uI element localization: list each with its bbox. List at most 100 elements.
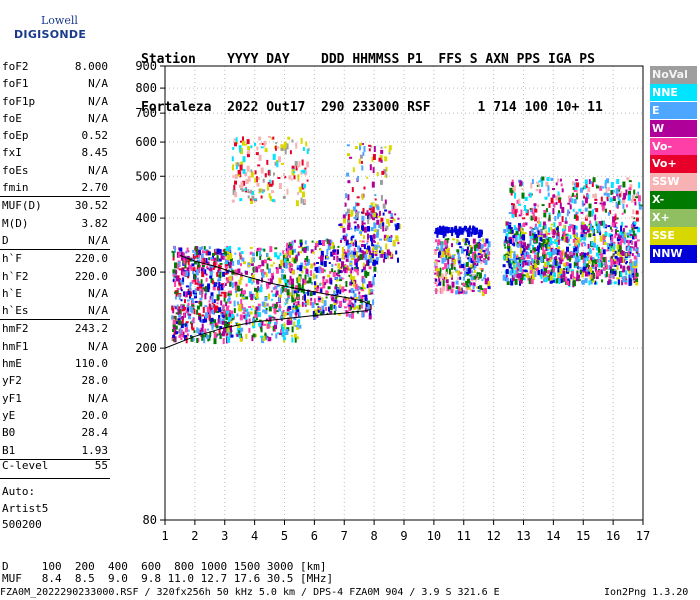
echo-point: [293, 239, 296, 243]
echo-point: [192, 298, 195, 304]
echo-point: [511, 209, 515, 214]
echo-point: [383, 254, 387, 260]
echo-point: [258, 247, 262, 251]
echo-point: [596, 260, 599, 263]
echo-point: [555, 278, 558, 284]
echo-point: [507, 248, 510, 254]
echo-point: [568, 226, 571, 232]
echo-point: [263, 142, 266, 148]
echo-point: [339, 284, 342, 290]
echo-point: [439, 276, 442, 279]
echo-point: [178, 268, 182, 271]
echo-point: [201, 265, 205, 267]
echo-point: [201, 291, 203, 298]
echo-point: [634, 268, 636, 275]
echo-point: [518, 202, 521, 205]
echo-point: [448, 268, 451, 275]
echo-point: [261, 191, 264, 194]
echo-point: [173, 246, 176, 250]
echo-point: [267, 258, 271, 260]
echo-point: [470, 266, 473, 269]
echo-point: [574, 186, 578, 190]
echo-point: [173, 330, 177, 335]
echo-point: [617, 200, 620, 205]
echo-point: [211, 324, 214, 330]
echo-point: [567, 265, 570, 271]
echo-point: [255, 266, 259, 273]
echo-point: [237, 325, 241, 332]
echo-point: [524, 204, 526, 211]
echo-point: [553, 222, 556, 228]
echo-point: [634, 226, 637, 229]
echo-point: [312, 291, 316, 296]
echo-point: [192, 317, 195, 323]
echo-point: [542, 271, 546, 278]
echo-point: [340, 237, 343, 240]
echo-point: [270, 264, 274, 267]
echo-point: [291, 326, 294, 333]
echo-point: [550, 275, 553, 281]
echo-point: [458, 260, 461, 264]
echo-point: [315, 303, 319, 306]
echo-point: [177, 263, 180, 270]
echo-point: [603, 222, 606, 229]
echo-point: [274, 321, 277, 325]
echo-point: [558, 252, 561, 255]
echo-point: [602, 267, 606, 270]
echo-point: [520, 257, 524, 260]
x-tick-label: 6: [311, 529, 318, 543]
echo-point: [585, 214, 588, 219]
echo-point: [293, 333, 297, 338]
echo-point: [607, 260, 610, 263]
echo-point: [247, 150, 251, 155]
echo-point: [254, 170, 257, 175]
echo-point: [247, 262, 251, 265]
station-header: Station YYYY DAY DDD HHMMSS P1 FFS S AXN…: [141, 20, 603, 132]
echo-point: [350, 288, 354, 294]
echo-point: [364, 294, 368, 300]
echo-point: [364, 298, 368, 302]
echo-point: [528, 192, 532, 198]
echo-point: [581, 235, 584, 241]
echo-point: [361, 295, 365, 297]
echo-point: [316, 262, 319, 264]
echo-point: [456, 277, 460, 280]
echo-point: [615, 222, 618, 224]
echo-point: [475, 230, 478, 235]
echo-point: [541, 204, 545, 207]
echo-point: [553, 278, 556, 280]
echo-point: [592, 209, 595, 215]
echo-point: [171, 337, 174, 341]
echo-point: [471, 228, 474, 235]
echo-point: [376, 206, 380, 211]
echo-point: [362, 251, 366, 257]
echo-point: [612, 198, 616, 201]
echo-point: [532, 228, 536, 230]
echo-point: [361, 165, 364, 171]
echo-point: [339, 276, 342, 280]
echo-point: [369, 256, 372, 263]
echo-point: [444, 226, 448, 229]
echo-point: [280, 288, 283, 295]
echo-point: [291, 295, 294, 300]
echo-point: [566, 278, 570, 283]
echo-point: [596, 185, 599, 189]
echo-point: [617, 194, 620, 200]
echo-point: [383, 168, 387, 174]
echo-point: [263, 271, 266, 275]
param-label: h`E: [2, 286, 22, 300]
echo-point: [233, 184, 236, 190]
param-value: N/A: [88, 391, 108, 405]
param-value: 8.45: [81, 146, 109, 160]
echo-point: [224, 320, 227, 327]
echo-point: [621, 233, 625, 239]
echo-point: [281, 326, 285, 333]
echo-point: [522, 254, 524, 258]
echo-point: [514, 227, 517, 231]
echo-point: [196, 277, 199, 280]
echo-point: [296, 165, 299, 168]
echo-point: [584, 231, 588, 235]
echo-point: [199, 283, 202, 289]
echo-point: [352, 167, 355, 173]
echo-point: [203, 257, 206, 264]
